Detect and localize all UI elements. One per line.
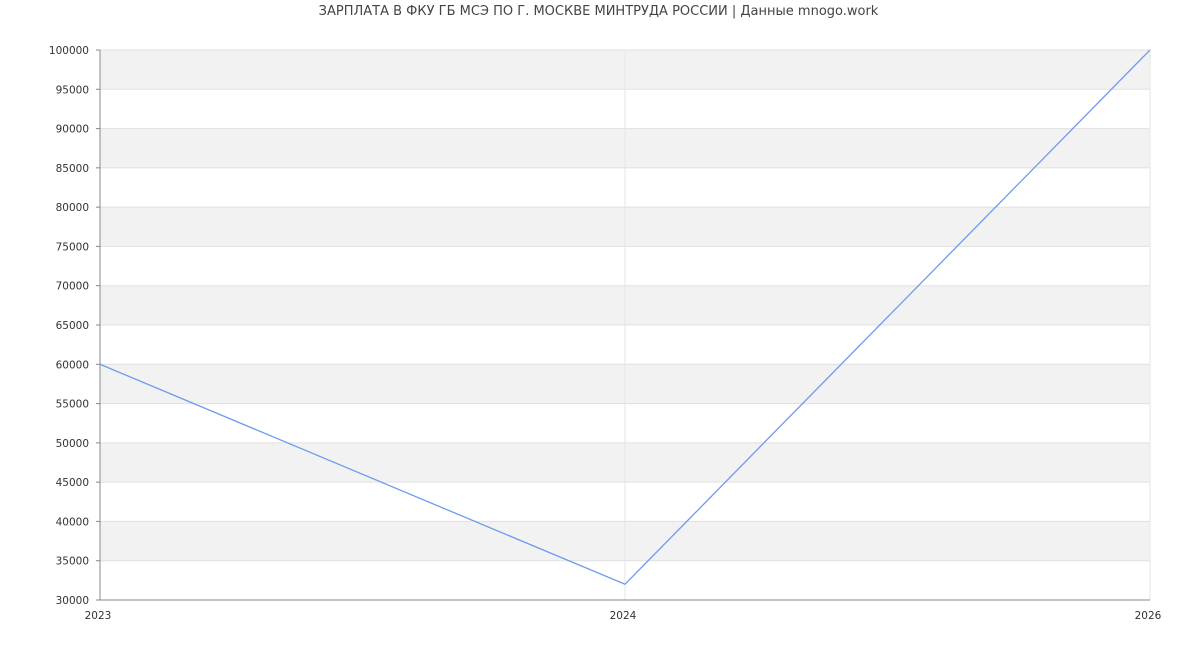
y-tick-label: 60000	[56, 359, 89, 371]
y-tick-label: 40000	[56, 516, 89, 528]
chart-title: ЗАРПЛАТА В ФКУ ГБ МСЭ ПО Г. МОСКВЕ МИНТР…	[318, 4, 879, 19]
y-tick-label: 35000	[56, 556, 89, 568]
y-tick-label: 85000	[56, 163, 89, 175]
y-tick-label: 45000	[56, 477, 89, 489]
y-tick-label: 75000	[56, 241, 89, 253]
x-tick-label: 2024	[610, 610, 637, 622]
y-tick-label: 80000	[56, 202, 89, 214]
y-tick-label: 100000	[49, 45, 89, 57]
y-tick-label: 70000	[56, 281, 89, 293]
y-tick-label: 95000	[56, 84, 89, 96]
y-tick-label: 90000	[56, 124, 89, 136]
x-tick-label: 2026	[1135, 610, 1162, 622]
y-tick-label: 55000	[56, 399, 89, 411]
x-tick-label: 2023	[85, 610, 112, 622]
y-tick-label: 65000	[56, 320, 89, 332]
y-tick-label: 50000	[56, 438, 89, 450]
y-tick-label: 30000	[56, 595, 89, 607]
